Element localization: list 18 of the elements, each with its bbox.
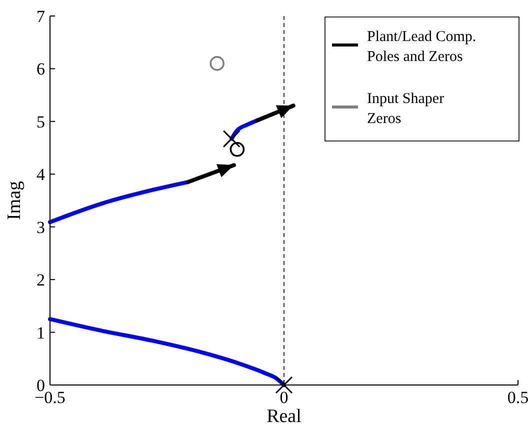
y-tick-label: 6: [36, 60, 45, 79]
x-tick-label: 0.5: [507, 388, 529, 407]
y-tick-label: 3: [36, 218, 45, 237]
y-tick-label: 5: [36, 112, 45, 132]
point: [210, 56, 224, 71]
legend-label: Input Shaper Zeros: [367, 91, 444, 127]
y-axis-title: Imag: [4, 180, 25, 220]
point: [222, 130, 240, 148]
y-tick-label: 1: [36, 323, 45, 342]
x-tick-label: 0: [280, 388, 288, 407]
legend-label: Plant/Lead Comp. Poles and Zeros: [367, 29, 476, 65]
y-tick-label: 2: [36, 270, 45, 290]
y-tick-label: 4: [36, 165, 46, 184]
line-series: [48, 317, 286, 387]
point: [230, 142, 245, 157]
x-axis-title: Real: [266, 406, 302, 427]
y-tick-label: 7: [36, 7, 46, 26]
line-series: [48, 180, 190, 224]
